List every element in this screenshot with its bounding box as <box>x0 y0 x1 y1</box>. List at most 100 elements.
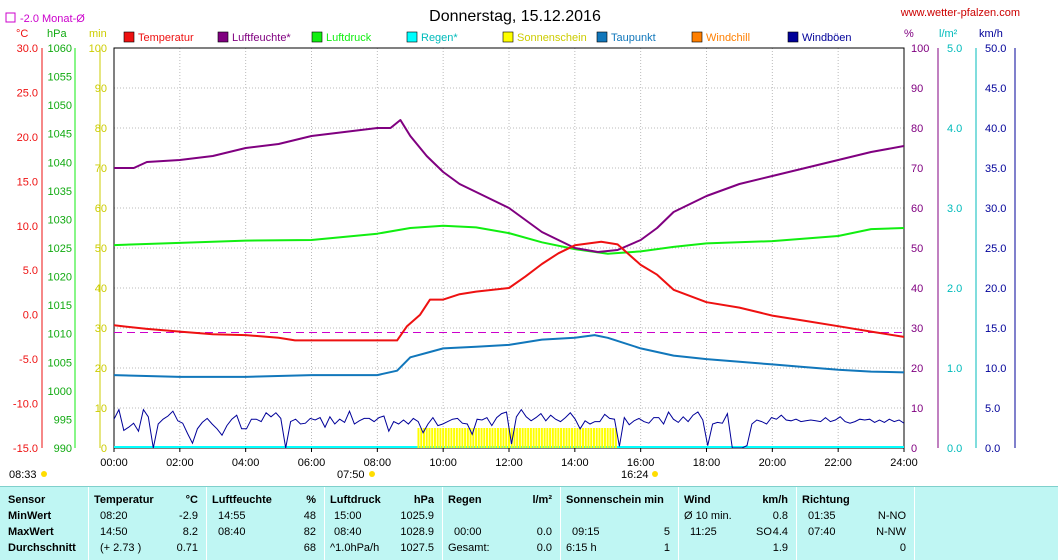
y-tick-minutes: 90 <box>95 83 107 95</box>
y-tick-rain: 2.0 <box>947 283 962 295</box>
legend-swatch <box>406 31 418 43</box>
stats-header-temp: Temperatur <box>94 494 154 506</box>
stats-direction-min-time: 01:35 <box>808 510 836 522</box>
legend: Temperatur Luftfeuchte* Luftdruck Regen* Son… <box>123 31 852 44</box>
legend-label: Temperatur <box>138 32 194 44</box>
weather-chart: -2.0 Monat-Ø Donnerstag, 15.12.2016 www.… <box>5 7 1020 481</box>
y-tick-temp: 20.0 <box>17 132 38 144</box>
y-tick-humidity: 50 <box>911 243 923 255</box>
stats-pressure-max-time: 08:40 <box>334 526 362 538</box>
y-tick-temp: 0.0 <box>23 310 38 322</box>
stats-wind-avg-label: Ø 10 min. <box>684 510 732 522</box>
stats-unit-pressure: hPa <box>413 494 434 506</box>
stats-header-humidity: Luftfeuchte <box>212 494 272 506</box>
legend-swatch <box>123 31 135 43</box>
y-tick-pressure: 1035 <box>48 186 72 198</box>
website-link[interactable]: www.wetter-pfalzen.com <box>900 7 1020 19</box>
x-tick-label: 22:00 <box>824 457 852 469</box>
y-tick-pressure: 990 <box>54 443 72 455</box>
stats-humidity-max-value: 82 <box>303 526 316 538</box>
stats-temp-avg-delta: (+ 2.73 ) <box>100 542 142 554</box>
stats-direction-avg-value: 0 <box>899 542 906 554</box>
stats-pressure-min-time: 15:00 <box>334 510 362 522</box>
month-avg-checkbox[interactable] <box>5 12 16 23</box>
stats-pressure-max-value: 1028.9 <box>400 526 434 538</box>
grid <box>114 47 904 449</box>
stats-header-wind: Wind <box>684 494 711 506</box>
sunset-dot <box>652 471 658 477</box>
stats-sun-duration: 6:15 h <box>566 542 597 554</box>
stats-wind-max-time: 11:25 <box>690 526 717 538</box>
stats-wind-avg-value: 1.9 <box>772 542 788 554</box>
legend-label: Luftfeuchte* <box>232 32 291 44</box>
y-tick-humidity: 40 <box>911 283 923 295</box>
y-tick-wind: 40.0 <box>985 123 1006 135</box>
y-tick-pressure: 1020 <box>48 272 72 284</box>
y-tick-wind: 5.0 <box>985 403 1000 415</box>
y-tick-temp: -15.0 <box>13 443 38 455</box>
y-tick-wind: 35.0 <box>985 163 1006 175</box>
y-tick-pressure: 1015 <box>48 300 72 312</box>
chart-title: Donnerstag, 15.12.2016 <box>429 8 601 25</box>
x-tick-label: 00:00 <box>100 457 128 469</box>
stats-header-direction: Richtung <box>802 494 850 506</box>
stats-col-pressure: Luftdruck hPa 15:00 1025.9 08:40 1028.9 ^1.… <box>324 487 443 560</box>
stats-humidity-min-time: 14:55 <box>218 510 246 522</box>
y-tick-pressure: 1030 <box>48 214 72 226</box>
y-tick-pressure: 1050 <box>48 100 72 112</box>
stats-panel: Sensor MinWert MaxWert Durchschnitt Temp… <box>0 486 1058 560</box>
sunrise-label: 08:33 <box>9 469 37 481</box>
y-tick-humidity: 80 <box>911 123 923 135</box>
x-tick-label: 06:00 <box>298 457 326 469</box>
stats-direction-max-time: 07:40 <box>808 526 836 538</box>
stats-humidity-min-value: 48 <box>303 510 316 522</box>
minutes-unit-label: min <box>89 28 107 40</box>
temp-unit-label: °C <box>16 28 28 40</box>
y-tick-rain: 3.0 <box>947 203 962 215</box>
humidity-unit-label: % <box>904 28 914 40</box>
y-tick-humidity: 30 <box>911 323 923 335</box>
y-tick-wind: 20.0 <box>985 283 1006 295</box>
legend-swatch <box>787 31 799 43</box>
stats-unit-humidity: % <box>306 494 316 506</box>
stats-pressure-trend: ^1.0hPa/h <box>330 542 380 554</box>
x-tick-label: 02:00 <box>166 457 194 469</box>
y-tick-humidity: 0 <box>911 443 917 455</box>
stats-direction-min-value: N-NO <box>877 510 906 522</box>
stats-col-sun: Sonnenschein min 09:15 5 6:15 h 1 <box>560 487 679 560</box>
stats-header-rain: Regen <box>448 494 482 506</box>
y-tick-minutes: 40 <box>95 283 107 295</box>
y-tick-humidity: 70 <box>911 163 923 175</box>
sunrise-chart-dot <box>369 471 375 477</box>
legend-swatch <box>311 31 323 43</box>
stats-temp-min-value: -2.9 <box>179 510 198 522</box>
y-tick-rain: 1.0 <box>947 363 962 375</box>
y-tick-minutes: 70 <box>95 163 107 175</box>
legend-swatch <box>217 31 229 43</box>
stats-humidity-max-time: 08:40 <box>218 526 246 538</box>
y-tick-pressure: 1060 <box>48 43 72 55</box>
pressure-unit-label: hPa <box>47 28 67 40</box>
stats-col-humidity: Luftfeuchte% 14:55 48 08:40 82 68 <box>206 487 325 560</box>
y-tick-wind: 30.0 <box>985 203 1006 215</box>
y-tick-temp: 30.0 <box>17 43 38 55</box>
stats-unit-rain: l/m² <box>532 494 552 506</box>
sunrise-dot <box>41 471 47 477</box>
series-taupunkt <box>114 334 904 378</box>
stats-humidity-avg-value: 68 <box>303 542 316 554</box>
y-tick-humidity: 20 <box>911 363 923 375</box>
y-tick-minutes: 30 <box>95 323 107 335</box>
stats-header-sensor: Sensor <box>8 494 46 506</box>
y-tick-rain: 4.0 <box>947 123 962 135</box>
y-tick-minutes: 10 <box>95 403 107 415</box>
sunset-label: 16:24 <box>621 469 649 481</box>
stats-pressure-avg-value: 1027.5 <box>400 542 434 554</box>
x-tick-label: 12:00 <box>495 457 523 469</box>
legend-label: Sonnenschein <box>517 32 587 44</box>
y-tick-wind: 0.0 <box>985 443 1000 455</box>
legend-swatch <box>596 31 608 43</box>
stats-label-min: MinWert <box>8 510 52 522</box>
series-luftdruck <box>114 224 904 255</box>
stats-temp-avg-value: 0.71 <box>176 542 198 554</box>
y-tick-humidity: 10 <box>911 403 923 415</box>
